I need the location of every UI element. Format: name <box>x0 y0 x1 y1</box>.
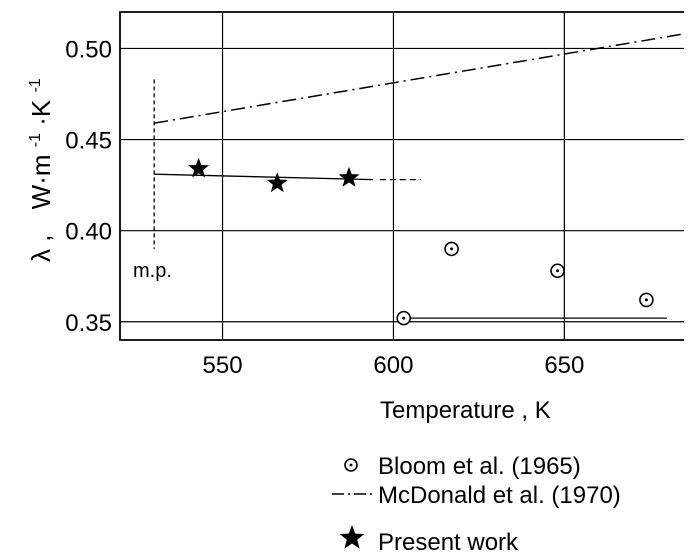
legend-label-mcdonald: McDonald et al. (1970) <box>378 482 621 509</box>
legend-label-present: Present work <box>378 529 519 556</box>
legend-item-present: Present work <box>339 525 519 556</box>
bloom-point-dot <box>556 269 560 273</box>
bloom-point-dot <box>450 247 454 251</box>
present-work-star <box>188 157 210 178</box>
bloom-point <box>444 241 459 257</box>
series-lines <box>153 33 685 319</box>
legend-item-mcdonald: McDonald et al. (1970) <box>332 482 621 509</box>
present-work-star <box>266 172 288 193</box>
legend-item-bloom: Bloom et al. (1965) <box>344 453 581 480</box>
x-axis-label: Temperature , K <box>380 397 551 424</box>
y-axis-unit: W·m <box>26 154 56 209</box>
legend: Bloom et al. (1965) McDonald et al. (197… <box>332 453 621 556</box>
y-tick-label: 0.45 <box>65 128 112 155</box>
x-axis-ticks: 550 600 650 <box>203 352 585 379</box>
y-tick-label: 0.40 <box>65 219 112 246</box>
y-axis-label: λ , W·m -1 ·K -1 <box>16 78 56 262</box>
y-axis-symbol: λ , <box>26 235 56 262</box>
y-axis-exp1: -1 <box>27 133 44 147</box>
series-marks <box>188 157 654 326</box>
plot-frame <box>119 11 684 341</box>
bloom-point-dot <box>402 316 406 320</box>
y-axis-ticks: 0.35 0.40 0.45 0.50 <box>65 36 112 336</box>
y-tick-label: 0.35 <box>65 310 112 337</box>
legend-circle-dot-icon <box>344 458 358 472</box>
legend-label-bloom: Bloom et al. (1965) <box>378 453 581 480</box>
legend-circle-dot-center <box>349 463 353 467</box>
grid <box>120 12 684 340</box>
y-axis-exp2: -1 <box>27 78 44 92</box>
y-axis-unit-mid: ·K <box>26 99 56 126</box>
plot-frame-border <box>119 11 684 341</box>
svg-text:λ , W·m -1 ·: λ , W·m -1 ·K -1 <box>16 78 56 262</box>
x-tick-label: 600 <box>373 352 413 379</box>
fit-line-present-work <box>154 173 373 181</box>
bloom-point <box>639 292 654 308</box>
bloom-point-dot <box>644 298 648 302</box>
annotation-mp: m.p. <box>133 260 172 282</box>
x-tick-label: 650 <box>544 352 584 379</box>
y-tick-label: 0.50 <box>65 36 112 63</box>
x-tick-label: 550 <box>203 352 243 379</box>
series-line-mcdonald <box>154 33 685 124</box>
bloom-point <box>396 310 412 326</box>
bloom-point <box>550 263 565 279</box>
legend-star-icon <box>339 525 365 549</box>
present-work-star <box>338 166 360 187</box>
